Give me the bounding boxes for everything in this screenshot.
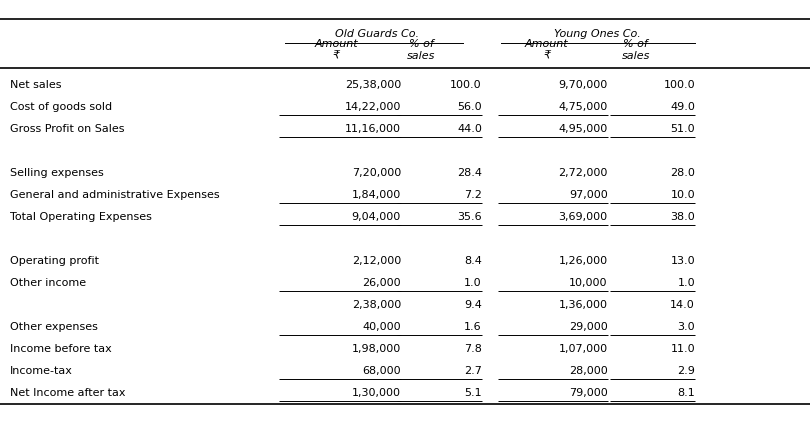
Text: Income-tax: Income-tax [10, 365, 73, 376]
Text: 28.4: 28.4 [457, 168, 482, 178]
Text: 26,000: 26,000 [362, 277, 401, 288]
Text: 56.0: 56.0 [458, 102, 482, 112]
Text: % of: % of [624, 39, 648, 49]
Text: 5.1: 5.1 [464, 387, 482, 398]
Text: 25,38,000: 25,38,000 [345, 80, 401, 90]
Text: 1,07,000: 1,07,000 [558, 343, 608, 354]
Text: 40,000: 40,000 [362, 321, 401, 332]
Text: 9.4: 9.4 [464, 299, 482, 310]
Text: Net Income after tax: Net Income after tax [10, 387, 126, 398]
Text: ₹: ₹ [333, 51, 339, 61]
Text: General and administrative Expenses: General and administrative Expenses [10, 190, 220, 200]
Text: sales: sales [621, 51, 650, 61]
Text: 13.0: 13.0 [671, 255, 695, 266]
Text: Operating profit: Operating profit [10, 255, 99, 266]
Text: Young Ones Co.: Young Ones Co. [554, 29, 641, 39]
Text: 51.0: 51.0 [671, 124, 695, 134]
Text: 2,12,000: 2,12,000 [352, 255, 401, 266]
Text: 28,000: 28,000 [569, 365, 608, 376]
Text: 3.0: 3.0 [677, 321, 695, 332]
Text: 68,000: 68,000 [362, 365, 401, 376]
Text: % of: % of [409, 39, 433, 49]
Text: 100.0: 100.0 [663, 80, 695, 90]
Text: 100.0: 100.0 [450, 80, 482, 90]
Text: 79,000: 79,000 [569, 387, 608, 398]
Text: Total Operating Expenses: Total Operating Expenses [10, 212, 151, 222]
Text: 7.2: 7.2 [464, 190, 482, 200]
Text: 49.0: 49.0 [670, 102, 695, 112]
Text: Other income: Other income [10, 277, 86, 288]
Text: 14,22,000: 14,22,000 [344, 102, 401, 112]
Text: 1,36,000: 1,36,000 [559, 299, 608, 310]
Text: Gross Profit on Sales: Gross Profit on Sales [10, 124, 124, 134]
Text: 1.0: 1.0 [464, 277, 482, 288]
Text: 11,16,000: 11,16,000 [345, 124, 401, 134]
Text: 35.6: 35.6 [458, 212, 482, 222]
Text: 1,84,000: 1,84,000 [352, 190, 401, 200]
Text: 44.0: 44.0 [457, 124, 482, 134]
Text: 2.7: 2.7 [464, 365, 482, 376]
Text: 2.9: 2.9 [677, 365, 695, 376]
Text: 2,72,000: 2,72,000 [558, 168, 608, 178]
Text: 7.8: 7.8 [464, 343, 482, 354]
Text: Other expenses: Other expenses [10, 321, 97, 332]
Text: 28.0: 28.0 [670, 168, 695, 178]
Text: Selling expenses: Selling expenses [10, 168, 104, 178]
Text: Income before tax: Income before tax [10, 343, 112, 354]
Text: 1,30,000: 1,30,000 [352, 387, 401, 398]
Text: 8.1: 8.1 [677, 387, 695, 398]
Text: 4,95,000: 4,95,000 [558, 124, 608, 134]
Text: 97,000: 97,000 [569, 190, 608, 200]
Text: 3,69,000: 3,69,000 [558, 212, 608, 222]
Text: Amount: Amount [314, 39, 358, 49]
Text: 1,26,000: 1,26,000 [558, 255, 608, 266]
Text: sales: sales [407, 51, 436, 61]
Text: 10.0: 10.0 [671, 190, 695, 200]
Text: 4,75,000: 4,75,000 [558, 102, 608, 112]
Text: 10,000: 10,000 [569, 277, 608, 288]
Text: 29,000: 29,000 [569, 321, 608, 332]
Text: 38.0: 38.0 [670, 212, 695, 222]
Text: 9,70,000: 9,70,000 [558, 80, 608, 90]
Text: 1.0: 1.0 [677, 277, 695, 288]
Text: 1,98,000: 1,98,000 [352, 343, 401, 354]
Text: 11.0: 11.0 [671, 343, 695, 354]
Text: Old Guards Co.: Old Guards Co. [335, 29, 419, 39]
Text: 9,04,000: 9,04,000 [352, 212, 401, 222]
Text: Net sales: Net sales [10, 80, 62, 90]
Text: 8.4: 8.4 [464, 255, 482, 266]
Text: 7,20,000: 7,20,000 [352, 168, 401, 178]
Text: 1.6: 1.6 [464, 321, 482, 332]
Text: ₹: ₹ [544, 51, 550, 61]
Text: 14.0: 14.0 [670, 299, 695, 310]
Text: Cost of goods sold: Cost of goods sold [10, 102, 112, 112]
Text: Amount: Amount [525, 39, 569, 49]
Text: 2,38,000: 2,38,000 [352, 299, 401, 310]
